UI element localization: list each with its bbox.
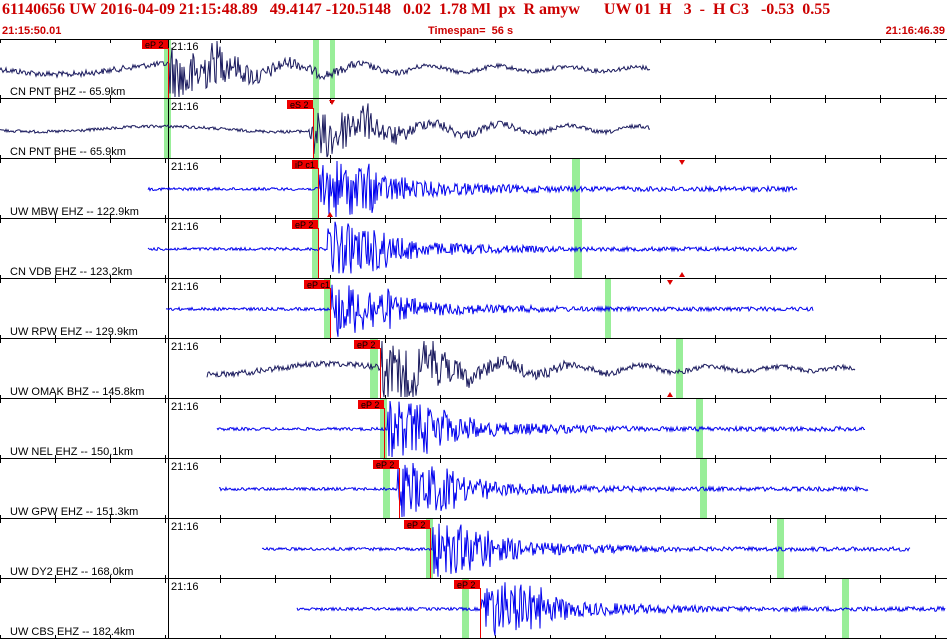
pick-marker[interactable] <box>292 160 318 169</box>
trace-row[interactable]: iP c1 21:16 UW MBW EHZ -- 122.9km <box>0 159 947 219</box>
event-summary-title: 61140656 UW 2016-04-09 21:15:48.89 49.41… <box>2 1 831 18</box>
amplitude-up-marker[interactable] <box>667 392 673 397</box>
pick-window[interactable] <box>370 339 378 398</box>
trace-row[interactable]: eP 2 21:16 UW OMAK BHZ -- 145.8km <box>0 339 947 399</box>
station-label: CN PNT BHZ -- 65.9km <box>10 86 125 98</box>
waveform-trace[interactable] <box>147 221 798 274</box>
time-mark-label: 21:16 <box>171 161 199 173</box>
end-time-label: 21:16:46.39 <box>885 25 945 37</box>
pick-window[interactable] <box>164 99 171 158</box>
pick-label: eP 2 <box>357 340 375 350</box>
amplitude-down-marker[interactable] <box>667 280 673 285</box>
pick-label: eP 2 <box>361 400 379 410</box>
time-mark-label: 21:16 <box>171 101 199 113</box>
station-label: UW RPW EHZ -- 129.9km <box>10 326 138 338</box>
amplitude-down-marker[interactable] <box>329 100 335 105</box>
station-label: UW CBS EHZ -- 182.4km <box>10 626 135 638</box>
pick-label: eP 2 <box>145 40 163 50</box>
secondary-window[interactable] <box>676 339 683 398</box>
amplitude-down-marker[interactable] <box>679 160 685 165</box>
trace-row[interactable]: eS 2 21:16 CN PNT BHE -- 65.9km <box>0 99 947 159</box>
pick-window[interactable] <box>312 219 319 278</box>
station-label: UW MBW EHZ -- 122.9km <box>10 206 139 218</box>
pick-marker[interactable] <box>142 40 168 49</box>
pick-label: eP 2 <box>295 220 313 230</box>
trace-row[interactable]: eP 2 21:16 UW NEL EHZ -- 150.1km <box>0 399 947 459</box>
time-mark-label: 21:16 <box>171 41 199 53</box>
time-mark-label: 21:16 <box>171 521 199 533</box>
pick-window[interactable] <box>380 399 387 458</box>
waveform-trace[interactable] <box>0 103 651 158</box>
time-mark-label: 21:16 <box>171 221 199 233</box>
waveform-trace[interactable] <box>165 284 814 337</box>
pick-label: eP 2 <box>376 460 394 470</box>
pick-marker[interactable] <box>454 580 480 589</box>
trace-row[interactable]: eP 2 21:16 CN PNT BHZ -- 65.9km <box>0 39 947 99</box>
pick-marker[interactable] <box>373 460 399 469</box>
pick-marker[interactable] <box>304 280 330 289</box>
amplitude-up-marker[interactable] <box>327 212 333 217</box>
trace-row[interactable]: eP 2 21:16 CN VDB EHZ -- 123.2km <box>0 219 947 279</box>
time-mark-label: 21:16 <box>171 581 199 593</box>
station-label: CN PNT BHE -- 65.9km <box>10 146 126 158</box>
time-mark-label: 21:16 <box>171 281 199 293</box>
trace-row[interactable]: eP 2 21:16 UW GPW EHZ -- 151.3km <box>0 459 947 519</box>
station-label: UW DY2 EHZ -- 168.0km <box>10 566 133 578</box>
seismogram-panel[interactable]: eP 2 21:16 CN PNT BHZ -- 65.9km eS 2 21:16 CN… <box>0 39 947 640</box>
amplitude-up-marker[interactable] <box>679 272 685 277</box>
time-axis-header: 21:15:50.01 Timespan= 56 s 21:16:46.39 <box>0 25 947 39</box>
pick-window[interactable] <box>383 459 390 518</box>
waveform-trace[interactable] <box>0 40 651 98</box>
pick-label: eP 2 <box>407 520 425 530</box>
pick-label: eP 2 <box>457 580 475 590</box>
trace-row[interactable]: eP 2 21:16 UW DY2 EHZ -- 168.0km <box>0 519 947 579</box>
pick-marker[interactable] <box>404 520 430 529</box>
pick-window[interactable] <box>164 39 171 98</box>
waveform-trace[interactable] <box>206 340 856 398</box>
time-mark-label: 21:16 <box>171 341 199 353</box>
waveform-trace[interactable] <box>261 523 911 577</box>
pick-marker[interactable] <box>354 340 380 349</box>
secondary-window[interactable] <box>313 99 319 158</box>
pick-marker[interactable] <box>292 220 318 229</box>
waveform-trace[interactable] <box>216 400 866 458</box>
time-mark-label: 21:16 <box>171 461 199 473</box>
pick-label: eP c1 <box>307 280 330 290</box>
event-header: 61140656 UW 2016-04-09 21:15:48.89 49.41… <box>0 0 947 22</box>
pick-marker[interactable] <box>287 100 313 109</box>
pick-marker[interactable] <box>358 400 384 409</box>
timespan-label: Timespan= 56 s <box>428 25 514 37</box>
station-label: UW GPW EHZ -- 151.3km <box>10 506 138 518</box>
pick-label: iP c1 <box>295 160 315 170</box>
station-label: UW NEL EHZ -- 150.1km <box>10 446 133 458</box>
station-label: CN VDB EHZ -- 123.2km <box>10 266 132 278</box>
station-label: UW OMAK BHZ -- 145.8km <box>10 386 144 398</box>
start-time-label: 21:15:50.01 <box>2 25 62 37</box>
waveform-trace[interactable] <box>218 462 869 518</box>
pick-window[interactable] <box>426 519 433 578</box>
pick-label: eS 2 <box>290 100 309 110</box>
trace-row[interactable]: eP 2 21:16 UW CBS EHZ -- 182.4km <box>0 579 947 639</box>
time-mark-label: 21:16 <box>171 401 199 413</box>
waveform-trace[interactable] <box>296 582 946 636</box>
seismogram-canvas[interactable]: eP 2 21:16 CN PNT BHZ -- 65.9km eS 2 21:16 CN… <box>0 39 947 640</box>
trace-row[interactable]: eP c1 21:16 UW RPW EHZ -- 129.9km <box>0 279 947 339</box>
waveform-trace[interactable] <box>147 160 798 218</box>
secondary-window[interactable] <box>330 39 335 98</box>
